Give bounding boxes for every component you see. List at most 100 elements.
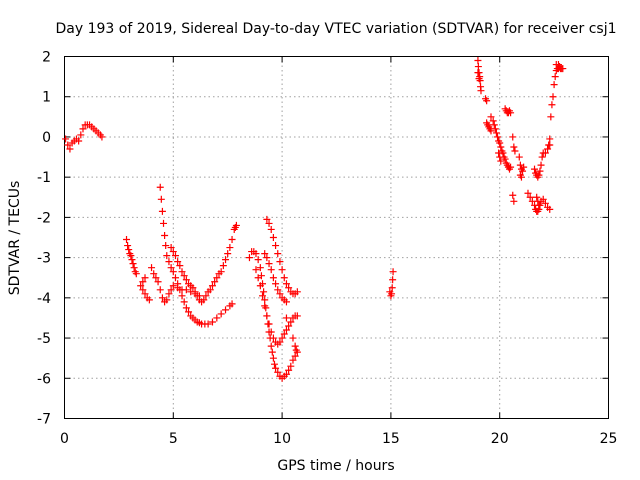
data-point [137,282,145,290]
data-point [148,264,156,272]
data-point [539,195,547,203]
data-point [161,231,169,239]
data-point [165,258,173,266]
series-arc-2-3 [123,236,140,278]
data-point [474,63,482,71]
data-point [79,125,87,133]
data-point [208,282,216,290]
data-point [475,75,483,83]
y-tick-label: -5 [37,331,51,347]
data-point [75,137,83,145]
data-point [157,195,165,203]
data-point [167,244,175,252]
data-point [489,117,497,125]
data-point [261,302,269,310]
y-tick-label: -1 [37,170,51,186]
data-point [497,143,505,151]
data-points [62,57,567,382]
y-tick-label: 1 [42,90,51,106]
data-point [156,183,164,191]
data-point [180,298,188,306]
data-point [515,153,523,161]
data-point [282,370,290,378]
data-point [128,256,136,264]
y-axis-label: SDTVAR / TECUs [7,181,23,296]
data-point [232,221,240,229]
data-point [474,69,482,77]
data-point [180,272,188,280]
data-point [269,334,277,342]
series-arc-4a [148,264,203,306]
data-point [517,173,525,181]
data-point [291,342,299,350]
data-point [217,268,225,276]
data-point [163,296,171,304]
data-point [274,250,282,258]
data-point [487,127,495,135]
data-point [98,133,106,141]
data-point [511,147,519,155]
data-point [278,334,286,342]
data-point [171,252,179,260]
data-point [289,334,297,342]
data-point [174,280,182,288]
data-point [509,191,517,199]
data-point [477,87,485,95]
data-point [152,274,160,282]
x-tick-label: 15 [382,431,400,447]
data-point [178,268,186,276]
data-point [270,360,278,368]
data-point [293,288,301,296]
data-point [254,274,262,282]
y-tick-label: 2 [42,50,51,66]
data-point [519,167,527,175]
data-point [160,219,168,227]
data-point [130,264,138,272]
data-point [285,322,293,330]
data-point [261,250,269,258]
data-point [535,201,543,209]
data-point [487,113,495,121]
data-point [213,274,221,282]
data-point [123,236,131,244]
series-arc-3-4 [137,274,153,304]
data-point [252,250,260,258]
data-point [282,298,290,306]
data-point [124,242,132,250]
data-point [550,81,558,89]
data-point [245,254,253,262]
data-point [280,274,288,282]
data-point [202,292,210,300]
data-point [496,139,504,147]
data-point [490,121,498,129]
data-point [389,276,397,284]
data-point [272,280,280,288]
x-axis-label: GPS time / hours [277,458,394,474]
data-point [507,109,515,117]
data-point [276,338,284,346]
data-point [537,161,545,169]
data-point [510,143,518,151]
data-point [256,282,264,290]
data-point [507,163,515,171]
y-tick-label: 0 [42,130,51,146]
data-point [541,149,549,157]
data-point [259,292,267,300]
data-point [139,286,147,294]
y-tick-label: -2 [37,210,51,226]
series-arc-22 [541,61,567,157]
data-point [129,260,137,268]
data-point [176,262,184,270]
data-point [132,270,140,278]
data-point [261,296,269,304]
data-point [263,254,271,262]
data-point [254,256,262,264]
data-point [62,135,70,143]
data-point [267,342,275,350]
data-point [224,250,232,258]
data-point [176,286,184,294]
data-point [474,57,482,65]
data-point [496,153,504,161]
data-point [165,290,173,298]
